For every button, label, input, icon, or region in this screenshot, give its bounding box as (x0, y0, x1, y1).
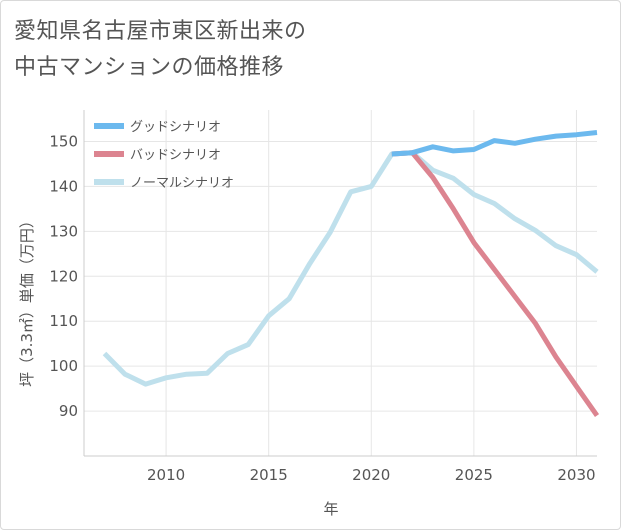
grid (84, 110, 597, 456)
legend-label-0: グッドシナリオ (130, 120, 221, 135)
x-tick-labels: 2010 2015 2020 2025 2030 (147, 466, 596, 484)
y-tick-label: 130 (49, 222, 78, 240)
y-axis-title: 坪（3.3㎡）単価（万円） (18, 213, 36, 387)
y-tick-label: 100 (49, 357, 78, 375)
title-line-2: 中古マンションの価格推移 (14, 55, 285, 80)
x-tick-label: 2015 (250, 466, 288, 484)
series-line-0 (391, 130, 598, 157)
y-tick-label: 90 (59, 402, 78, 420)
y-tick-label: 120 (49, 267, 78, 285)
series-lines (102, 130, 600, 418)
x-tick-label: 2025 (455, 466, 493, 484)
legend-label-2: ノーマルシナリオ (130, 176, 234, 191)
x-axis-title: 年 (323, 500, 338, 518)
x-tick-label: 2020 (352, 466, 390, 484)
series-line-1 (391, 150, 600, 418)
y-tick-labels: 90 100 110 120 130 140 150 (49, 132, 78, 420)
series-line-2 (102, 150, 599, 387)
y-tick-label: 150 (49, 132, 78, 150)
x-tick-label: 2030 (557, 466, 595, 484)
title-line-1: 愛知県名古屋市東区新出来の (14, 19, 307, 44)
legend-label-1: バッドシナリオ (130, 148, 221, 163)
chart-title: 愛知県名古屋市東区新出来の 中古マンションの価格推移 (14, 14, 307, 86)
x-tick-label: 2010 (147, 466, 185, 484)
y-tick-label: 110 (49, 312, 78, 330)
axes (83, 110, 597, 457)
y-tick-label: 140 (49, 177, 78, 195)
